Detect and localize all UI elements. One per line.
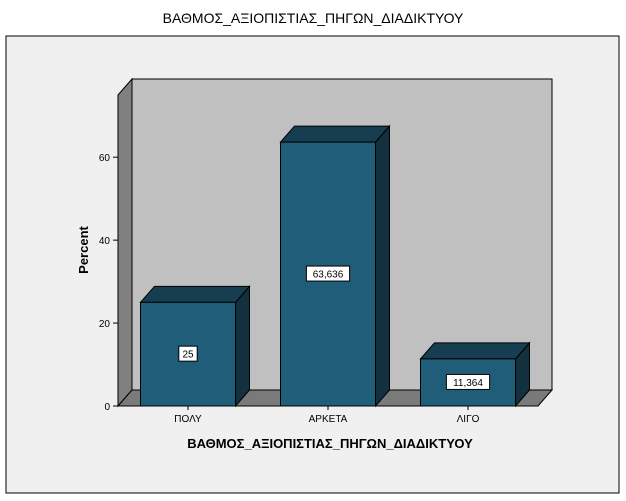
bar-top bbox=[279, 125, 391, 143]
data-label-text: 11,364 bbox=[453, 378, 483, 389]
y-axis-label: Percent bbox=[76, 225, 91, 273]
chart-title: ΒΑΘΜΟΣ_ΑΞΙΟΠΙΣΤΙΑΣ_ΠΗΓΩΝ_ΔΙΑΔΙΚΤΥΟΥ bbox=[162, 10, 464, 26]
data-label-box bbox=[178, 345, 198, 362]
x-tick-label: ΑΡΚΕΤΑ bbox=[309, 414, 348, 425]
plot-left-wall bbox=[117, 77, 133, 408]
data-label-box bbox=[445, 373, 491, 390]
x-tick-label: ΛΙΓΟ bbox=[457, 414, 480, 425]
bars: 25 ΠΟΛΥ 63,636 ΑΡΚΕΤΑ 11,364 ΛΙΓΟ bbox=[139, 124, 531, 425]
bar-top bbox=[139, 285, 251, 303]
data-label: 25 bbox=[178, 345, 198, 362]
data-label: 11,364 bbox=[445, 373, 491, 390]
bar-side bbox=[375, 124, 390, 408]
y-tick-label: 40 bbox=[99, 236, 111, 247]
data-label: 63,636 bbox=[305, 265, 351, 282]
y-axis: 0 20 40 60 bbox=[99, 95, 119, 413]
data-label-text: 63,636 bbox=[313, 270, 344, 281]
bar: 11,364 ΛΙΓΟ bbox=[419, 341, 531, 425]
y-tick-label: 0 bbox=[104, 402, 110, 413]
data-label-box bbox=[305, 265, 351, 282]
bar-side bbox=[235, 285, 250, 408]
bar: 25 ΠΟΛΥ bbox=[139, 285, 251, 425]
y-tick-label: 60 bbox=[99, 153, 111, 164]
y-tick-label: 20 bbox=[99, 319, 111, 330]
x-tick-label: ΠΟΛΥ bbox=[174, 414, 202, 425]
bar: 63,636 ΑΡΚΕΤΑ bbox=[279, 124, 391, 425]
bar-top bbox=[419, 342, 531, 360]
x-axis-label: ΒΑΘΜΟΣ_ΑΞΙΟΠΙΣΤΙΑΣ_ΠΗΓΩΝ_ΔΙΑΔΙΚΤΥΟΥ bbox=[187, 436, 473, 451]
data-label-text: 25 bbox=[182, 350, 194, 361]
